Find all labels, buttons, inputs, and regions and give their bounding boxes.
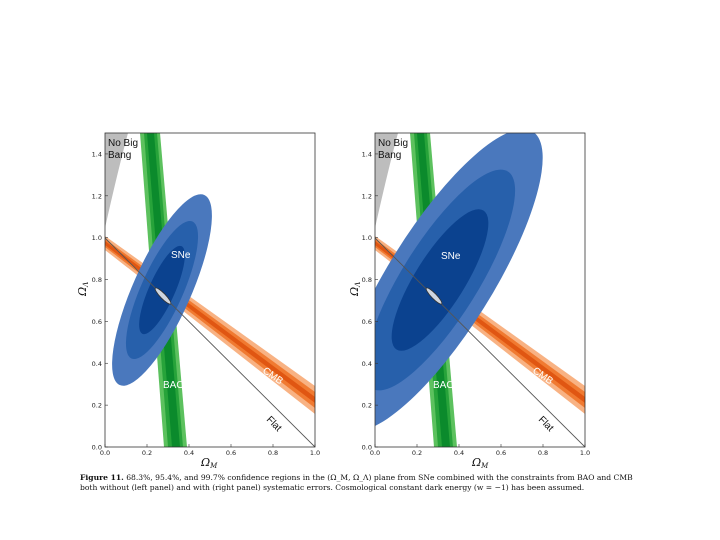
left-y-tick-label: 1.4 — [92, 150, 102, 158]
left-x-tick-label: 0.2 — [142, 449, 152, 457]
right-x-tick-label: 0.0 — [370, 449, 380, 457]
right-y-tick-label: 1.2 — [362, 192, 372, 200]
left-y-tick-label: 0.0 — [92, 444, 102, 452]
right-label-no-big-bang-2: Bang — [378, 150, 401, 161]
left-plot-area — [105, 133, 315, 447]
left-label-no-big-bang: No Big — [108, 138, 138, 149]
right-y-tick-label: 0.4 — [362, 360, 372, 368]
right-y-tick-label: 0.0 — [362, 444, 372, 452]
left-flat-line — [105, 237, 315, 447]
left-label-flat: Flat — [264, 414, 284, 434]
caption-text: 68.3%, 95.4%, and 99.7% confidence regio… — [80, 473, 633, 492]
right-x-tick-label: 0.6 — [496, 449, 506, 457]
right-sne-683 — [391, 209, 489, 351]
right-label-sne: SNe — [441, 251, 461, 262]
right-panel: No Big Bang SNe BAO CMB Flat 0.00.20.40.… — [348, 132, 590, 470]
right-x-tick-label: 0.8 — [538, 449, 548, 457]
left-y-axis-label: ΩΛ — [76, 282, 90, 297]
left-y-tick-label: 0.4 — [92, 360, 102, 368]
left-x-tick-label: 0.6 — [226, 449, 236, 457]
right-label-no-big-bang: No Big — [378, 138, 408, 149]
left-x-tick-label: 1.0 — [310, 449, 320, 457]
figure-caption: Figure 11. 68.3%, 95.4%, and 99.7% confi… — [80, 473, 640, 493]
left-sne-683 — [139, 245, 185, 335]
right-y-tick-label: 0.8 — [362, 276, 372, 284]
left-x-tick-label: 0.8 — [268, 449, 278, 457]
right-flat-line — [375, 237, 585, 447]
right-label-flat: Flat — [536, 414, 556, 434]
left-label-bao: BAO — [163, 380, 184, 391]
right-y-tick-label: 0.2 — [362, 402, 372, 410]
right-x-ticks: 0.0 0.2 0.4 0.6 0.8 1.0 — [370, 444, 590, 457]
left-sne-contours — [112, 194, 212, 386]
left-x-axis-label: ΩM — [200, 456, 218, 470]
right-y-ticks: 0.0 0.2 0.4 0.6 0.8 1.0 1.2 1.4 — [362, 150, 378, 452]
right-y-tick-label: 0.6 — [362, 318, 372, 326]
right-x-tick-label: 0.4 — [454, 449, 464, 457]
left-x-tick-label: 0.4 — [184, 449, 194, 457]
right-no-big-bang-region — [375, 133, 398, 228]
caption-label: Figure 11. — [80, 473, 124, 482]
right-x-axis-label: ΩM — [471, 456, 489, 470]
right-x-tick-label: 1.0 — [580, 449, 590, 457]
left-label-no-big-bang-2: Bang — [108, 150, 131, 161]
right-label-bao: BAO — [433, 380, 454, 391]
right-combined-contour — [425, 287, 443, 305]
right-x-tick-label: 0.2 — [412, 449, 422, 457]
left-y-tick-label: 0.8 — [92, 276, 102, 284]
right-y-tick-label: 1.0 — [362, 234, 372, 242]
right-y-axis-label: ΩΛ — [348, 282, 362, 297]
left-axes-frame — [104, 132, 316, 448]
left-combined-contour — [154, 287, 172, 305]
left-no-big-bang-region — [105, 133, 128, 228]
right-y-tick-label: 1.4 — [362, 150, 372, 158]
right-plot-area — [375, 133, 585, 447]
left-y-tick-label: 0.6 — [92, 318, 102, 326]
left-y-ticks: 0.0 0.2 0.4 0.6 0.8 1.0 1.2 1.4 — [92, 150, 108, 452]
left-y-tick-label: 1.0 — [92, 234, 102, 242]
right-sne-contours — [375, 133, 543, 431]
left-label-sne: SNe — [171, 250, 191, 261]
left-y-tick-label: 0.2 — [92, 402, 102, 410]
left-x-tick-label: 0.0 — [100, 449, 110, 457]
left-x-ticks: 0.0 0.2 0.4 0.6 0.8 1.0 — [100, 444, 320, 457]
left-y-tick-label: 1.2 — [92, 192, 102, 200]
left-panel: No Big Bang SNe BAO CMB Flat 0.00.20.40.… — [76, 132, 320, 470]
right-axes-frame — [374, 132, 586, 448]
